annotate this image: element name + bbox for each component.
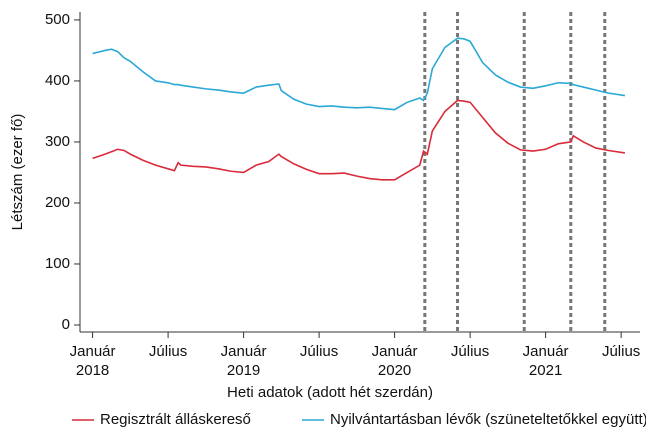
legend-label: Nyilvántartásban lévők (szüneteltetőkkel… xyxy=(330,411,646,428)
line-series xyxy=(92,37,626,111)
y-tick-label: 0 xyxy=(62,316,70,333)
x-tick-label: Január 2020 xyxy=(372,343,418,379)
x-tick-label: Július xyxy=(149,343,187,360)
x-tick-label: Január 2019 xyxy=(221,343,267,379)
x-tick-label: Január 2021 xyxy=(523,343,569,379)
x-tick-label: Július xyxy=(451,343,489,360)
y-tick-label: 300 xyxy=(45,133,70,150)
x-axis-label: Heti adatok (adott hét szerdán) xyxy=(227,384,433,401)
x-tick-label: Július xyxy=(300,343,338,360)
y-tick-label: 100 xyxy=(45,255,70,272)
y-axis-label: Létszám (ezer fő) xyxy=(9,114,26,231)
x-tick-label: Július xyxy=(602,343,640,360)
y-tick-label: 500 xyxy=(45,11,70,28)
y-tick-label: 400 xyxy=(45,72,70,89)
line-series xyxy=(92,99,626,181)
legend-label: Regisztrált álláskereső xyxy=(100,411,251,428)
x-tick-label: Január 2018 xyxy=(70,343,116,379)
y-tick-label: 200 xyxy=(45,194,70,211)
